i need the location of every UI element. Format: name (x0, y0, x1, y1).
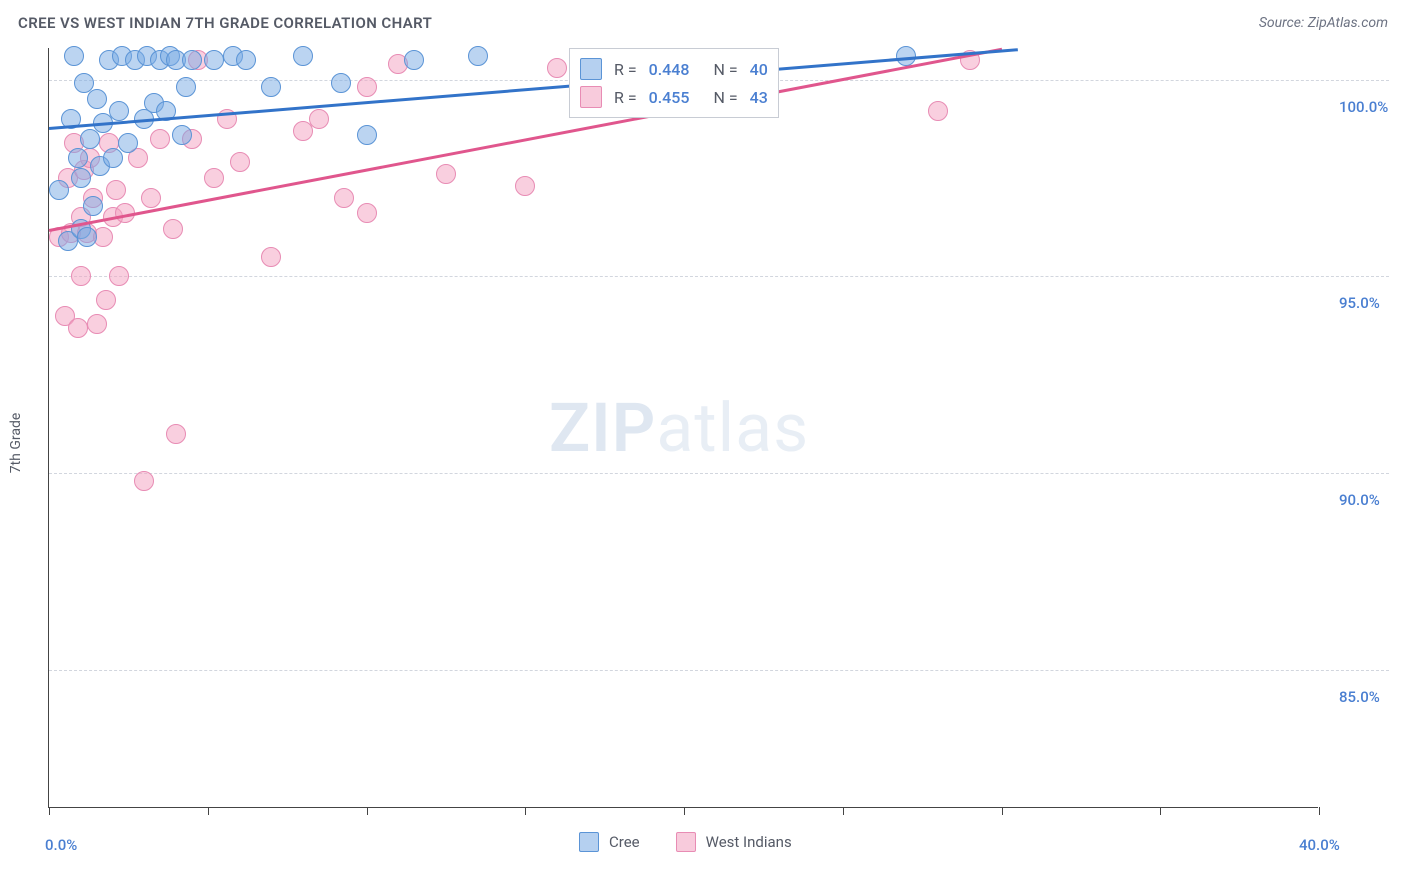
x-tick-label: 0.0% (45, 836, 77, 854)
stats-r-value: 0.448 (649, 60, 690, 79)
stats-row: R = 0.448 N = 40 (580, 55, 768, 83)
chart-title: CREE VS WEST INDIAN 7TH GRADE CORRELATIO… (18, 14, 432, 32)
stats-r-value: 0.455 (649, 88, 690, 107)
data-point-cree (83, 196, 103, 216)
data-point-cree (357, 125, 377, 145)
data-point-west_indians (109, 266, 129, 286)
data-point-west_indians (515, 176, 535, 196)
stats-row: R = 0.455 N = 43 (580, 83, 768, 111)
stats-n-label: N = (713, 88, 737, 107)
data-point-west_indians (134, 471, 154, 491)
data-point-cree (103, 148, 123, 168)
x-tick (1319, 807, 1320, 815)
data-point-cree (49, 180, 69, 200)
y-axis-label: 7th Grade (8, 413, 24, 474)
legend: Cree West Indians (579, 832, 792, 852)
data-point-west_indians (436, 164, 456, 184)
y-tick-label: 90.0% (1339, 491, 1380, 509)
data-point-west_indians (68, 318, 88, 338)
data-point-cree (68, 148, 88, 168)
legend-swatch (676, 832, 696, 852)
legend-item: West Indians (676, 832, 792, 852)
data-point-cree (176, 77, 196, 97)
data-point-cree (468, 46, 488, 66)
stats-n-label: N = (713, 60, 737, 79)
grid-line (49, 276, 1389, 277)
data-point-west_indians (357, 77, 377, 97)
grid-line (49, 670, 1389, 671)
data-point-cree (204, 50, 224, 70)
data-point-cree (118, 133, 138, 153)
legend-item: Cree (579, 832, 640, 852)
data-point-cree (64, 46, 84, 66)
stats-box: R = 0.448 N = 40 R = 0.455 N = 43 (569, 48, 779, 118)
y-tick-label: 100.0% (1339, 98, 1388, 116)
grid-line (49, 473, 1389, 474)
data-point-west_indians (309, 109, 329, 129)
data-point-west_indians (204, 168, 224, 188)
stats-swatch (580, 86, 602, 108)
legend-label: Cree (609, 833, 640, 851)
data-point-west_indians (106, 180, 126, 200)
data-point-cree (236, 50, 256, 70)
watermark: ZIPatlas (549, 388, 809, 468)
y-tick-label: 95.0% (1339, 294, 1380, 312)
legend-swatch (579, 832, 599, 852)
plot-area: ZIPatlas 85.0%90.0%95.0%100.0%0.0%40.0%R… (48, 48, 1318, 808)
data-point-cree (71, 168, 91, 188)
x-tick (208, 807, 209, 815)
x-tick (1160, 807, 1161, 815)
stats-r-label: R = (614, 60, 637, 79)
data-point-west_indians (87, 314, 107, 334)
data-point-cree (331, 73, 351, 93)
stats-swatch (580, 58, 602, 80)
data-point-west_indians (547, 58, 567, 78)
data-point-west_indians (334, 188, 354, 208)
data-point-cree (404, 50, 424, 70)
data-point-west_indians (96, 290, 116, 310)
data-point-cree (293, 46, 313, 66)
x-tick (525, 807, 526, 815)
chart-header: CREE VS WEST INDIAN 7TH GRADE CORRELATIO… (0, 0, 1406, 42)
data-point-west_indians (163, 219, 183, 239)
data-point-cree (172, 125, 192, 145)
x-tick (1002, 807, 1003, 815)
data-point-west_indians (71, 266, 91, 286)
x-tick (843, 807, 844, 815)
x-tick (49, 807, 50, 815)
data-point-cree (109, 101, 129, 121)
data-point-cree (182, 50, 202, 70)
x-tick (684, 807, 685, 815)
data-point-west_indians (928, 101, 948, 121)
legend-label: West Indians (706, 833, 792, 851)
stats-r-label: R = (614, 88, 637, 107)
stats-n-value: 43 (750, 88, 768, 107)
data-point-west_indians (230, 152, 250, 172)
data-point-west_indians (357, 203, 377, 223)
chart-container: 7th Grade ZIPatlas 85.0%90.0%95.0%100.0%… (48, 48, 1388, 838)
data-point-west_indians (166, 424, 186, 444)
data-point-west_indians (261, 247, 281, 267)
data-point-cree (261, 77, 281, 97)
chart-source: Source: ZipAtlas.com (1259, 15, 1388, 31)
x-tick-label: 40.0% (1299, 836, 1340, 854)
y-tick-label: 85.0% (1339, 688, 1380, 706)
stats-n-value: 40 (750, 60, 768, 79)
data-point-cree (87, 89, 107, 109)
x-tick (367, 807, 368, 815)
data-point-west_indians (141, 188, 161, 208)
data-point-cree (77, 227, 97, 247)
data-point-west_indians (150, 129, 170, 149)
